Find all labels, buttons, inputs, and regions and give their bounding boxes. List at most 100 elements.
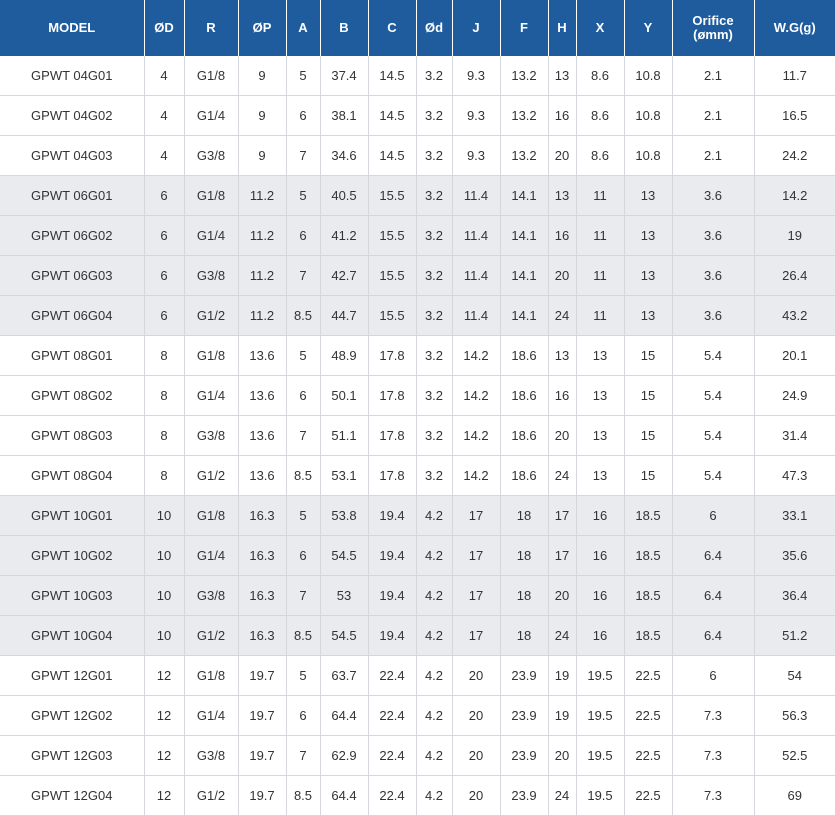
cell-j: 11.4 [451, 175, 500, 216]
table-row: GPWT 12G01 12 G1/8 19.7 5 63.7 22.4 4.2 20 23.9 19… [0, 655, 835, 696]
cell-h: 13 [547, 56, 576, 96]
cell-b: 54.5 [319, 535, 368, 576]
cell-p-diameter: 19.7 [237, 695, 286, 736]
cell-b: 53 [319, 575, 368, 616]
cell-f: 18.6 [499, 415, 548, 456]
cell-orifice: 6.4 [671, 575, 754, 616]
cell-p-diameter: 9 [237, 135, 286, 176]
cell-c: 17.8 [367, 415, 416, 456]
cell-b: 51.1 [319, 415, 368, 456]
cell-orifice: 5.4 [671, 415, 754, 456]
cell-c: 22.4 [367, 655, 416, 696]
cell-h: 20 [547, 575, 576, 616]
column-header-c: C [367, 0, 416, 56]
cell-x: 19.5 [575, 695, 624, 736]
cell-j: 20 [451, 735, 500, 776]
cell-inner-diameter: 3.2 [415, 255, 452, 296]
cell-model: GPWT 08G04 [0, 455, 144, 496]
cell-p-diameter: 13.6 [237, 335, 286, 376]
cell-c: 22.4 [367, 775, 416, 816]
cell-a: 8.5 [285, 615, 320, 656]
cell-model: GPWT 08G01 [0, 335, 144, 376]
cell-a: 7 [285, 255, 320, 296]
cell-weight: 47.3 [753, 455, 835, 496]
cell-h: 16 [547, 215, 576, 256]
column-header-a: A [285, 0, 320, 56]
cell-f: 14.1 [499, 295, 548, 336]
cell-x: 19.5 [575, 775, 624, 816]
cell-f: 14.1 [499, 215, 548, 256]
cell-outer-diameter: 12 [143, 775, 184, 816]
cell-outer-diameter: 4 [143, 56, 184, 96]
cell-thread: G1/2 [183, 295, 238, 336]
cell-b: 53.8 [319, 495, 368, 536]
cell-y: 22.5 [623, 695, 672, 736]
cell-x: 16 [575, 535, 624, 576]
table-row: GPWT 04G02 4 G1/4 9 6 38.1 14.5 3.2 9.3 13.2 16 8.6… [0, 95, 835, 136]
cell-x: 13 [575, 375, 624, 416]
cell-outer-diameter: 10 [143, 615, 184, 656]
cell-f: 18.6 [499, 455, 548, 496]
cell-p-diameter: 11.2 [237, 295, 286, 336]
cell-thread: G1/8 [183, 655, 238, 696]
cell-inner-diameter: 3.2 [415, 215, 452, 256]
cell-outer-diameter: 12 [143, 655, 184, 696]
cell-inner-diameter: 3.2 [415, 375, 452, 416]
cell-x: 8.6 [575, 95, 624, 136]
cell-weight: 54 [753, 655, 835, 696]
cell-x: 13 [575, 455, 624, 496]
cell-y: 18.5 [623, 575, 672, 616]
cell-j: 20 [451, 775, 500, 816]
column-header-weight: W.G(g) [753, 0, 835, 56]
table-row: GPWT 08G03 8 G3/8 13.6 7 51.1 17.8 3.2 14.2 18.6 2… [0, 415, 835, 456]
cell-p-diameter: 16.3 [237, 615, 286, 656]
cell-p-diameter: 19.7 [237, 775, 286, 816]
cell-a: 6 [285, 375, 320, 416]
cell-x: 16 [575, 495, 624, 536]
cell-inner-diameter: 4.2 [415, 575, 452, 616]
cell-c: 22.4 [367, 695, 416, 736]
cell-model: GPWT 12G02 [0, 695, 144, 736]
cell-b: 37.4 [319, 56, 368, 96]
cell-x: 16 [575, 615, 624, 656]
cell-p-diameter: 9 [237, 95, 286, 136]
cell-y: 13 [623, 215, 672, 256]
cell-model: GPWT 10G04 [0, 615, 144, 656]
cell-a: 5 [285, 655, 320, 696]
cell-x: 11 [575, 215, 624, 256]
cell-outer-diameter: 4 [143, 95, 184, 136]
cell-c: 19.4 [367, 615, 416, 656]
cell-thread: G1/8 [183, 335, 238, 376]
cell-model: GPWT 06G03 [0, 255, 144, 296]
cell-orifice: 3.6 [671, 175, 754, 216]
cell-model: GPWT 10G02 [0, 535, 144, 576]
cell-j: 9.3 [451, 56, 500, 96]
cell-weight: 43.2 [753, 295, 835, 336]
cell-a: 7 [285, 735, 320, 776]
cell-thread: G3/8 [183, 735, 238, 776]
cell-a: 5 [285, 56, 320, 96]
cell-h: 24 [547, 615, 576, 656]
cell-y: 22.5 [623, 775, 672, 816]
cell-inner-diameter: 4.2 [415, 495, 452, 536]
cell-a: 5 [285, 335, 320, 376]
cell-j: 11.4 [451, 215, 500, 256]
cell-f: 18.6 [499, 375, 548, 416]
cell-outer-diameter: 8 [143, 455, 184, 496]
cell-c: 17.8 [367, 335, 416, 376]
table-row: GPWT 10G02 10 G1/4 16.3 6 54.5 19.4 4.2 17 18 17 16… [0, 535, 835, 576]
cell-weight: 20.1 [753, 335, 835, 376]
cell-x: 11 [575, 175, 624, 216]
cell-model: GPWT 04G03 [0, 135, 144, 176]
cell-outer-diameter: 6 [143, 175, 184, 216]
cell-outer-diameter: 12 [143, 695, 184, 736]
cell-j: 14.2 [451, 335, 500, 376]
cell-weight: 51.2 [753, 615, 835, 656]
cell-orifice: 6.4 [671, 535, 754, 576]
cell-p-diameter: 11.2 [237, 175, 286, 216]
cell-p-diameter: 13.6 [237, 455, 286, 496]
cell-j: 14.2 [451, 455, 500, 496]
cell-orifice: 6 [671, 495, 754, 536]
cell-outer-diameter: 8 [143, 415, 184, 456]
